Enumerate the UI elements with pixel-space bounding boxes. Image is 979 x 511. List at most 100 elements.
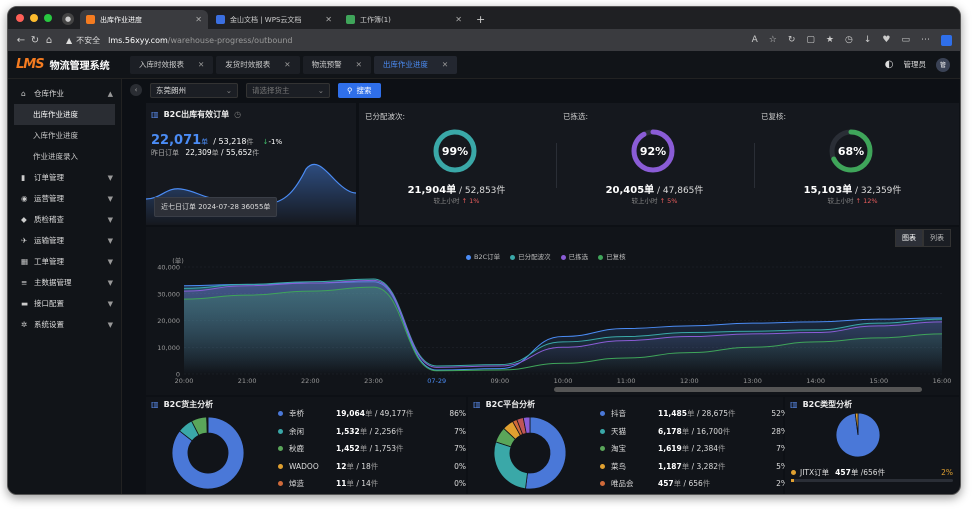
extensions-icon[interactable]: ♥	[882, 34, 891, 45]
legend-dot	[278, 428, 283, 434]
page-tab-inbound-report[interactable]: 入库时效报表 ✕	[130, 55, 214, 74]
close-tab-icon[interactable]: ✕	[195, 15, 202, 24]
back-icon[interactable]: ←	[16, 34, 26, 46]
close-tab-icon[interactable]: ✕	[284, 60, 291, 69]
user-name[interactable]: 管理员	[903, 60, 927, 69]
sidebar-item-outbound-progress[interactable]: 出库作业进度	[14, 104, 115, 125]
owner-select[interactable]: 请选择货主 ⌄	[246, 82, 330, 98]
legend-dot	[600, 481, 605, 487]
home-icon[interactable]: ⌂	[45, 34, 53, 46]
theme-toggle-icon[interactable]: ◐	[884, 59, 894, 70]
sidebar-group-settings[interactable]: ✲ 系统设置 ▼	[8, 314, 121, 335]
sidebar-group-label: 订单管理	[34, 173, 64, 182]
collapse-sidebar-icon[interactable]: ‹	[130, 84, 142, 96]
legend-item[interactable]: 已分配波次	[510, 251, 551, 261]
close-tab-icon[interactable]: ✕	[455, 15, 462, 24]
close-tab-icon[interactable]: ✕	[198, 60, 205, 69]
compare-label: 较上小时	[433, 197, 460, 205]
ring-percent: 92%	[639, 144, 667, 158]
sidebar-item-inbound-progress[interactable]: 入库作业进度	[8, 125, 121, 146]
sidebar-group-tickets[interactable]: ▦ 工单管理 ▼	[8, 251, 121, 272]
page-tab-shipping-report[interactable]: 发货时效报表 ✕	[216, 55, 300, 74]
platform-analysis-panel: ▥ B2C平台分析 抖音 11,485单 / 28,675件 52% 天猫 6,178单 …	[468, 397, 788, 494]
sidebar-item-progress-entry[interactable]: 作业进度录入	[8, 146, 121, 167]
history-icon[interactable]: ◷	[845, 34, 853, 45]
operation-icon: ◉	[21, 194, 28, 203]
browser-tab-outbound[interactable]: 出库作业进度 ✕	[80, 10, 208, 29]
sidebar-group-orders[interactable]: ▮ 订单管理 ▼	[8, 167, 121, 188]
stat-orders: 20,405	[605, 185, 645, 196]
item-pct: 7%	[454, 426, 466, 436]
sidebar-group-master-data[interactable]: ≡ 主数据管理 ▼	[8, 272, 121, 293]
chevron-down-icon: ⌄	[225, 85, 232, 95]
download-icon[interactable]: ↓	[863, 34, 872, 45]
list-view-button[interactable]: 列表	[923, 229, 951, 247]
info-icon[interactable]: ◷	[234, 110, 242, 119]
chevron-down-icon: ▼	[107, 173, 113, 182]
favorites-icon[interactable]: ★	[825, 34, 834, 45]
main-content: ‹ 东莞朗州 ⌄ 请选择货主 ⌄ ⚲ 搜索 ▥ B2C出库有效订单 ◷ 22,071单 …	[122, 79, 960, 494]
reload-icon[interactable]: ↻	[30, 34, 40, 46]
sidebar-group-warehouse[interactable]: ⌂ 仓库作业 ▲	[8, 83, 121, 104]
read-aloud-icon[interactable]: A	[751, 34, 758, 45]
close-tab-icon[interactable]: ✕	[441, 60, 449, 69]
chevron-down-icon: ▼	[107, 236, 113, 245]
page-tab-outbound-progress[interactable]: 出库作业进度 ✕	[373, 55, 458, 74]
refresh-icon[interactable]: ↻	[787, 34, 796, 45]
pie-slice[interactable]	[522, 416, 531, 434]
profile-icon[interactable]: ●	[62, 13, 74, 25]
sidebar-group-interface[interactable]: ▬ 接口配置 ▼	[8, 293, 121, 314]
x-tick-label: 16:00	[933, 377, 952, 385]
close-tab-icon[interactable]: ✕	[355, 60, 362, 69]
browser-tab-workbook[interactable]: 工作簿(1) ✕	[340, 10, 468, 29]
chart-view-button[interactable]: 图表	[895, 229, 923, 247]
more-icon[interactable]: ⋯	[921, 34, 930, 45]
stat-label: 已复核:	[761, 112, 787, 121]
sidebar-group-transport[interactable]: ✈ 运输管理 ▼	[8, 230, 121, 251]
pie-slice[interactable]	[171, 416, 245, 490]
maximize-window-button[interactable]	[44, 14, 52, 22]
search-button[interactable]: ⚲ 搜索	[338, 82, 381, 98]
legend-item[interactable]: B2C订单	[466, 251, 500, 261]
pie-slice[interactable]	[854, 412, 859, 436]
pie-slice[interactable]	[493, 441, 528, 490]
chart-zoom-scrollbar[interactable]	[554, 387, 922, 392]
item-pct: 7%	[454, 444, 466, 454]
close-window-button[interactable]	[16, 14, 24, 22]
screenshot-icon[interactable]: ▭	[901, 34, 910, 45]
warehouse-select[interactable]: 东莞朗州 ⌄	[150, 82, 238, 98]
app-header: LMS 物流管理系统 入库时效报表 ✕ 发货时效报表 ✕ 物流预警 ✕ 出库作业进度 ✕…	[8, 51, 960, 79]
legend-dot	[510, 254, 516, 260]
pie-slice[interactable]	[525, 416, 567, 490]
item-orders: 1,452	[336, 444, 360, 454]
panel-title: ▥ B2C类型分析	[790, 399, 852, 410]
sidebar-item-label: 作业进度录入	[33, 152, 78, 161]
y-tick-label: 30,000	[157, 290, 180, 298]
sidebar-group-operations[interactable]: ◉ 运营管理 ▼	[8, 188, 121, 209]
tab-favicon-icon	[216, 15, 225, 24]
address-bar[interactable]: ▲ 不安全 lms.56xyy.com /warehouse-progress/…	[66, 35, 292, 46]
x-tick-label: 10:00	[554, 377, 573, 385]
sidebar-group-inspection[interactable]: ◆ 质检稽查 ▼	[8, 209, 121, 230]
avatar[interactable]: 管	[936, 57, 950, 72]
item-name: 抖音	[611, 409, 626, 419]
legend-item[interactable]: 已拣选	[560, 251, 588, 261]
copilot-icon[interactable]	[941, 34, 952, 46]
close-tab-icon[interactable]: ✕	[325, 15, 332, 24]
favorite-star-icon[interactable]: ☆	[768, 34, 777, 45]
stat-numbers: 20,405单 / 47,865件	[605, 185, 704, 196]
page-tab-logistics-alert[interactable]: 物流预警 ✕	[302, 55, 371, 74]
minimize-window-button[interactable]	[30, 14, 38, 22]
legend-dot	[278, 463, 283, 469]
browser-tab-wps[interactable]: 金山文档 | WPS云文档 ✕	[210, 10, 338, 29]
up-arrow-icon: ↑	[659, 197, 666, 205]
stat-pieces: 47,865	[662, 186, 695, 196]
pie-slice[interactable]	[206, 416, 209, 434]
split-screen-icon[interactable]: ▢	[806, 34, 815, 45]
legend-item[interactable]: 已复核	[598, 251, 626, 261]
trend-line-chart: (单)40,000 30,000 20,000 10,000 020:00 21:00 22…	[157, 257, 952, 385]
new-tab-icon[interactable]: +	[476, 13, 486, 26]
sidebar-group-label: 质检稽查	[34, 215, 64, 224]
item-orders: 1,619	[658, 444, 682, 454]
owner-analysis-title: B2C货主分析	[163, 400, 214, 409]
